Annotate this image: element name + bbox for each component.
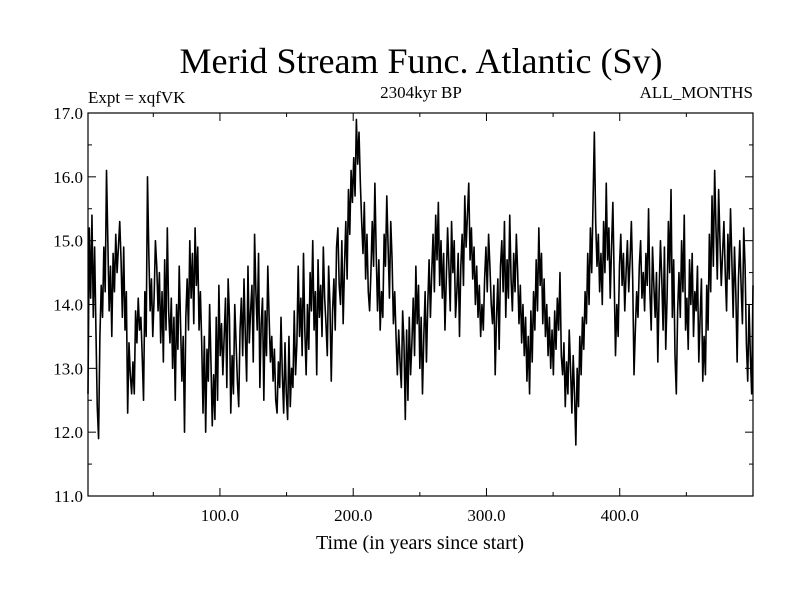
y-tick-label: 11.0 — [54, 487, 83, 506]
plot-frame — [87, 112, 754, 497]
months-note: ALL_MONTHS — [640, 83, 753, 102]
x-tick-label: 200.0 — [334, 506, 372, 525]
y-tick-label: 17.0 — [53, 104, 83, 123]
y-tick-label: 14.0 — [53, 296, 83, 315]
chart-subtitle: 2304kyr BP — [380, 83, 462, 102]
chart-title: Merid Stream Func. Atlantic (Sv) — [180, 41, 663, 81]
x-axis: 100.0 200.0 300.0 400.0 — [152, 113, 687, 525]
y-axis: 11.0 12.0 13.0 14.0 15.0 16.0 17.0 — [53, 104, 753, 506]
y-tick-label: 15.0 — [53, 232, 83, 251]
x-tick-label: 300.0 — [467, 506, 505, 525]
y-tick-label: 12.0 — [53, 423, 83, 442]
y-tick-label: 13.0 — [53, 359, 83, 378]
y-tick-label: 16.0 — [53, 168, 83, 187]
experiment-note: Expt = xqfVK — [88, 88, 186, 107]
x-tick-label: 400.0 — [601, 506, 639, 525]
series-line — [87, 118, 754, 446]
x-tick-label: 100.0 — [201, 506, 239, 525]
x-axis-label: Time (in years since start) — [316, 532, 524, 554]
